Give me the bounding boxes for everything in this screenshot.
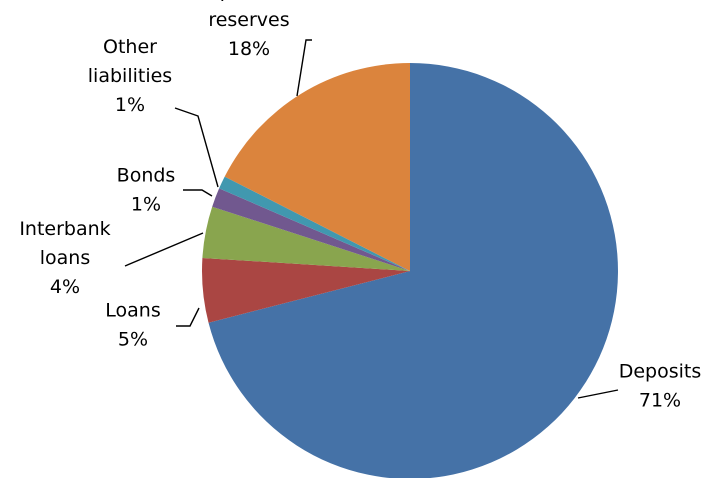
leader-line-interbank-loans bbox=[124, 232, 204, 267]
label-name-bonds: Bonds bbox=[117, 165, 176, 187]
label-name-other-liabilities: Other bbox=[103, 36, 157, 58]
label-name-interbank-loans: loans bbox=[40, 247, 91, 269]
data-label-bonds: Bonds 1% bbox=[117, 165, 176, 216]
label-name-capital-and-reserves: Capital and bbox=[195, 0, 303, 2]
pie-slices bbox=[201, 62, 618, 478]
label-name-interbank-loans: Interbank bbox=[19, 218, 110, 240]
leader-line-loans bbox=[176, 307, 200, 327]
data-label-capital-and-reserves: Capital and reserves 18% bbox=[195, 0, 303, 60]
leader-lines bbox=[124, 39, 619, 399]
leader-line-capital-and-reserves bbox=[296, 39, 312, 97]
label-percent-interbank-loans: 4% bbox=[50, 276, 80, 298]
slice-interbank-loans bbox=[202, 206, 410, 271]
data-label-deposits: Deposits 71% bbox=[619, 361, 702, 412]
leader-line-deposits bbox=[577, 389, 619, 399]
label-name-capital-and-reserves: reserves bbox=[208, 9, 289, 31]
label-name-deposits: Deposits bbox=[619, 361, 702, 383]
label-name-other-liabilities: liabilities bbox=[88, 65, 172, 87]
slice-capital-and-reserves bbox=[224, 62, 410, 271]
label-percent-other-liabilities: 1% bbox=[115, 94, 145, 116]
slice-deposits bbox=[208, 63, 618, 478]
label-percent-bonds: 1% bbox=[131, 194, 161, 216]
slice-bonds bbox=[212, 188, 410, 271]
slice-loans bbox=[201, 257, 410, 323]
slice-other-liabilities bbox=[219, 176, 410, 271]
data-label-loans: Loans 5% bbox=[105, 300, 160, 351]
label-percent-loans: 5% bbox=[118, 329, 148, 351]
data-label-interbank-loans: Interbank loans 4% bbox=[19, 218, 110, 298]
label-name-loans: Loans bbox=[105, 300, 160, 322]
label-percent-deposits: 71% bbox=[639, 390, 681, 412]
leader-line-bonds bbox=[183, 189, 213, 197]
data-label-other-liabilities: Other liabilities 1% bbox=[88, 36, 172, 116]
leader-line-other-liabilities bbox=[174, 107, 219, 188]
label-percent-capital-and-reserves: 18% bbox=[228, 38, 270, 60]
data-labels: Deposits 71% Loans 5% Interbank loans 4% Bonds 1… bbox=[19, 0, 701, 412]
